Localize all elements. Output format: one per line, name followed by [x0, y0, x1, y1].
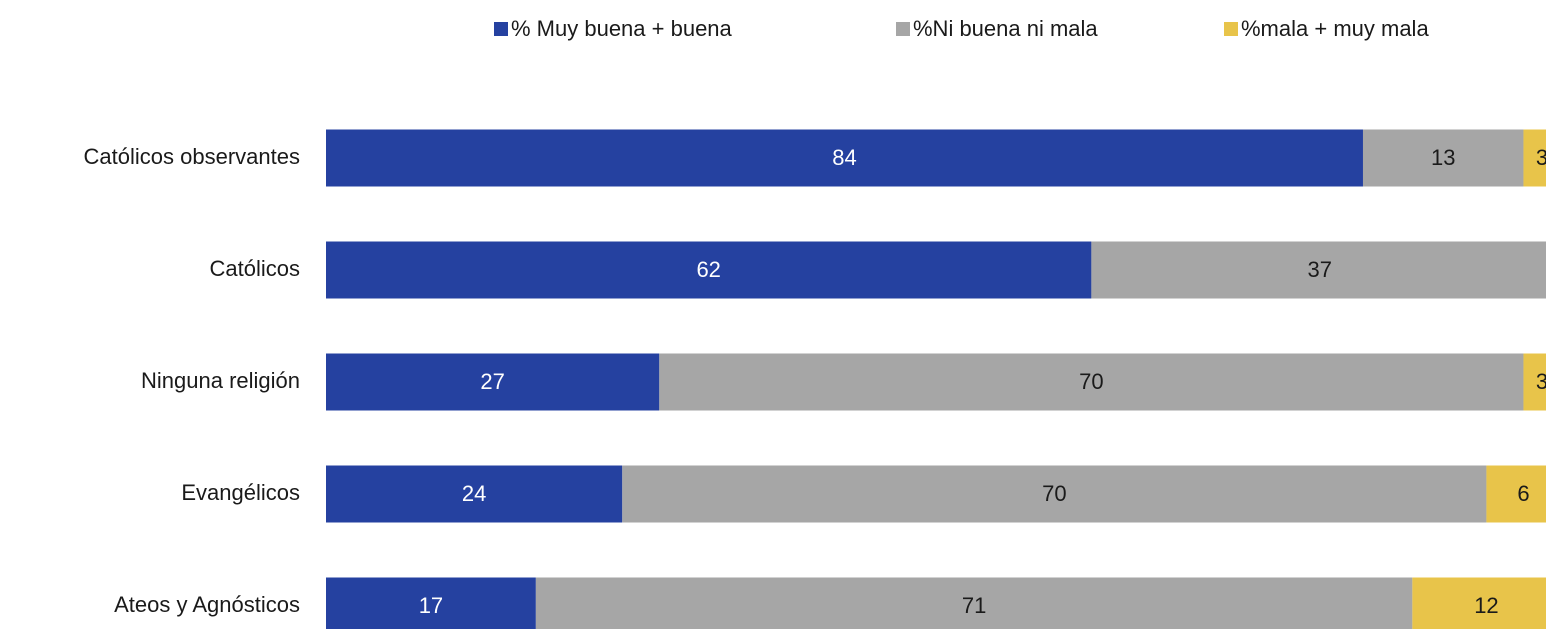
data-label: 62 — [696, 257, 720, 282]
bar-segment — [622, 465, 1487, 523]
bar-segment — [535, 577, 1413, 629]
data-label: 70 — [1079, 369, 1103, 394]
data-label: 6 — [1517, 481, 1529, 506]
data-label: 84 — [832, 145, 856, 170]
data-label: 24 — [462, 481, 486, 506]
data-label: 71 — [962, 593, 986, 618]
bar-segment — [1362, 129, 1524, 187]
bar-segment — [1486, 465, 1546, 523]
bar-segment — [1523, 129, 1546, 187]
bar-segment — [326, 577, 536, 629]
legend-label: %mala + muy mala — [1241, 16, 1429, 41]
data-label: 37 — [1308, 257, 1332, 282]
bar-segment — [659, 353, 1524, 411]
y-tick-label: Ateos y Agnósticos — [114, 592, 300, 617]
y-tick-label: Católicos — [210, 256, 300, 281]
legend-label: % Muy buena + buena — [511, 16, 733, 41]
data-label: 12 — [1474, 593, 1498, 618]
bar-segment — [326, 241, 1092, 299]
data-label: 17 — [419, 593, 443, 618]
y-tick-label: Católicos observantes — [84, 144, 300, 169]
data-label: 27 — [480, 369, 504, 394]
bar-segment — [326, 129, 1363, 187]
legend-swatch — [494, 22, 508, 36]
bar-segment — [1091, 241, 1546, 299]
legend-swatch — [896, 22, 910, 36]
y-tick-label: Ninguna religión — [141, 368, 300, 393]
y-tick-label: Evangélicos — [181, 480, 300, 505]
legend-label: %Ni buena ni mala — [913, 16, 1098, 41]
bar-segment — [326, 353, 660, 411]
bar-segment — [326, 465, 623, 523]
data-label: 3 — [1536, 145, 1546, 170]
bar-segment — [1412, 577, 1546, 629]
data-label: 70 — [1042, 481, 1066, 506]
data-label: 13 — [1431, 145, 1455, 170]
bar-segment — [1523, 353, 1546, 411]
data-label: 3 — [1536, 369, 1546, 394]
legend-swatch — [1224, 22, 1238, 36]
